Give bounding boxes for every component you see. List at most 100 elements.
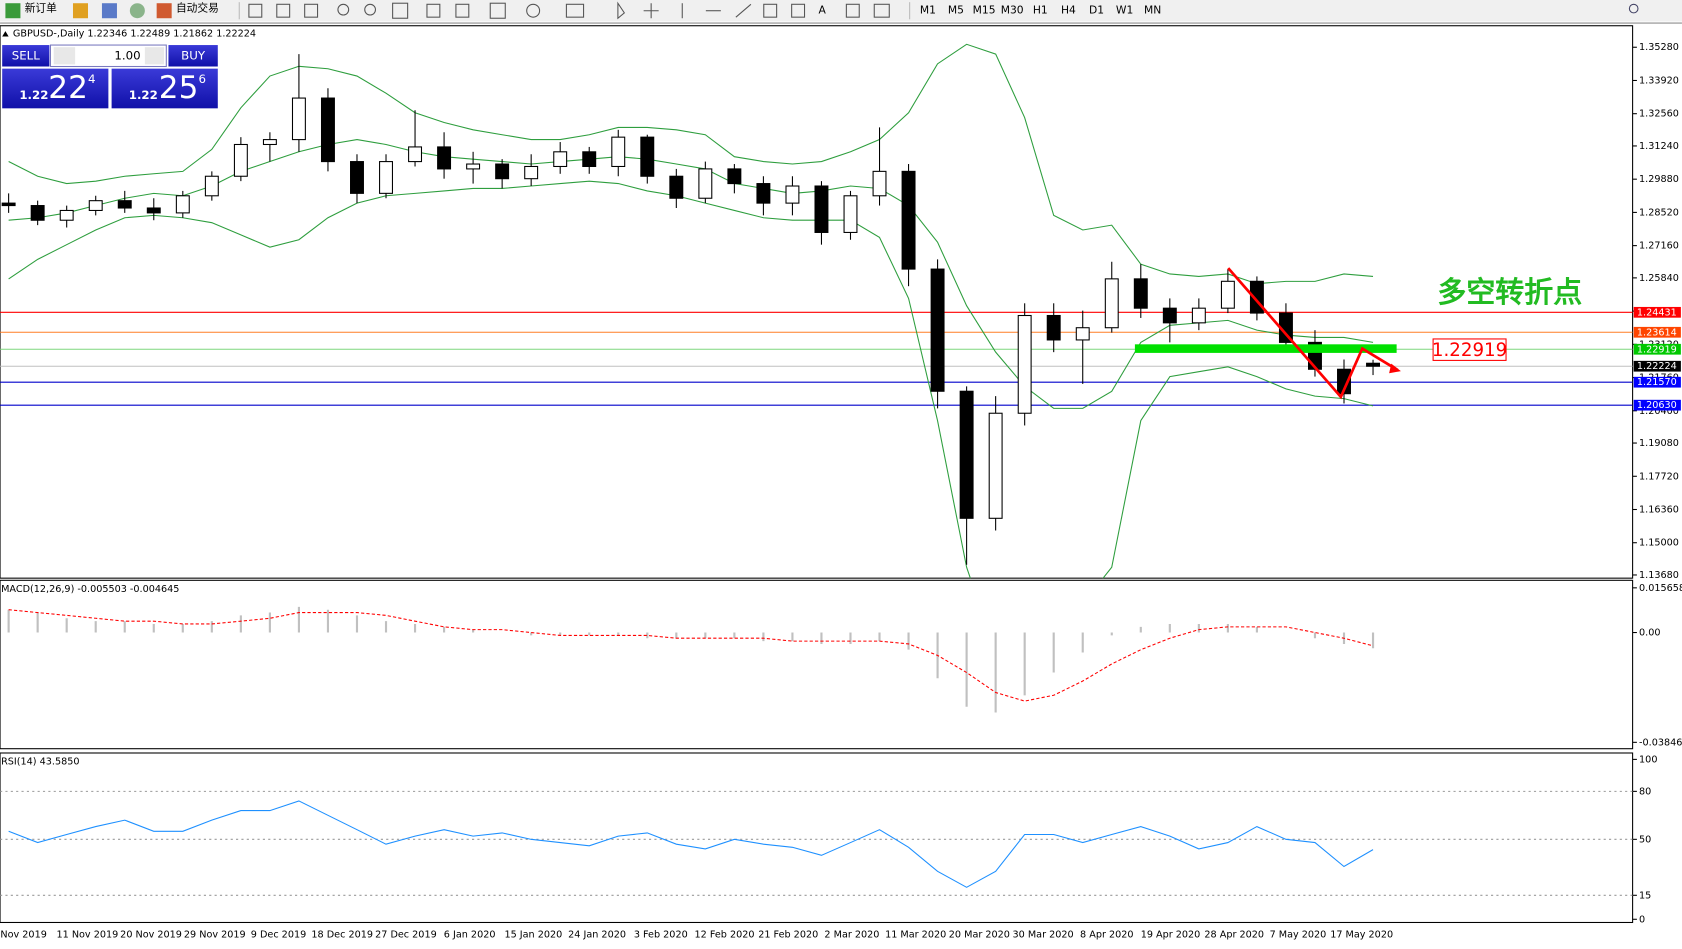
y-tick-label: 1.32560: [1639, 109, 1679, 120]
y-tick-label: 1.29880: [1639, 174, 1679, 185]
timeframe-button[interactable]: M15: [973, 4, 996, 17]
timeframe-button[interactable]: M30: [1001, 4, 1024, 17]
x-tick-label: 12 Feb 2020: [695, 929, 755, 940]
x-tick-label: 7 May 2020: [1270, 929, 1327, 940]
y-tick-label: 100: [1639, 754, 1657, 765]
sell-button[interactable]: [2, 45, 50, 67]
candle-body: [582, 151, 597, 168]
timeframe-button[interactable]: MN: [1144, 4, 1161, 17]
timeframe-button[interactable]: D1: [1089, 4, 1104, 17]
x-tick-label: 20 Nov 2019: [120, 929, 182, 940]
auto-trading-button[interactable]: 自动交易: [176, 2, 219, 15]
buy-price-box[interactable]: [111, 68, 218, 109]
y-tick-label: 1.17720: [1639, 471, 1679, 482]
price-box: [1432, 338, 1507, 361]
y-tick-label: 1.31240: [1639, 141, 1679, 152]
x-tick-label: 8 Apr 2020: [1080, 929, 1133, 940]
lot-value[interactable]: 1.00: [114, 48, 140, 62]
sell-price-main: 22: [48, 70, 88, 106]
collapse-icon[interactable]: [2, 31, 9, 37]
y-tick-label: 1.16360: [1639, 505, 1679, 516]
axes: 1.35280 1.33920 1.32560 1.31240 1.29880 1.285…: [0, 42, 1682, 940]
y-tick-label: 15: [1639, 890, 1651, 901]
auto-trading-icon[interactable]: [156, 3, 172, 19]
search-icon[interactable]: [1628, 3, 1639, 14]
price-level-tag: [1633, 326, 1681, 338]
candle-body: [30, 205, 45, 221]
candle-body: [524, 165, 539, 180]
timeframe-button[interactable]: W1: [1116, 4, 1133, 17]
timeframe-button[interactable]: H1: [1033, 4, 1048, 17]
lot-up[interactable]: [144, 47, 165, 65]
x-tick-label: 2 Mar 2020: [824, 929, 879, 940]
x-tick-label: 27 Dec 2019: [375, 929, 437, 940]
x-tick-label: 6 Jan 2020: [444, 929, 496, 940]
x-tick-label: 29 Nov 2019: [184, 929, 246, 940]
y-tick-label: 0.015658: [1639, 583, 1682, 594]
y-tick-label: 1.13680: [1639, 570, 1679, 581]
tool-icons[interactable]: [248, 1, 890, 20]
y-tick-label: 1.28520: [1639, 207, 1679, 218]
buy-button[interactable]: [168, 45, 218, 67]
y-tick-label: 1.35280: [1639, 42, 1679, 53]
icon[interactable]: [129, 3, 145, 19]
price-level-label: 1.24431: [1637, 307, 1677, 318]
candle-body: [117, 200, 132, 209]
y-tick-label: 1.20400: [1639, 406, 1679, 417]
rsi-plot: [0, 790, 1633, 896]
x-tick-label: Nov 2019: [0, 929, 46, 940]
x-tick-label: 20 Mar 2020: [949, 929, 1010, 940]
price-level-tag: [1633, 376, 1681, 388]
new-order-icon[interactable]: [5, 3, 21, 19]
x-tick-label: 21 Feb 2020: [758, 929, 818, 940]
x-tick-label: 28 Apr 2020: [1204, 929, 1264, 940]
candle-body: [727, 168, 742, 185]
icon[interactable]: [72, 3, 89, 19]
lot-input[interactable]: [49, 44, 167, 68]
macd-title: MACD(12,26,9) -0.005503 -0.004645: [1, 584, 179, 595]
sell-price-small: 4: [88, 72, 96, 86]
timeframe-button[interactable]: H4: [1061, 4, 1076, 17]
sell-price-prefix: 1.22: [19, 88, 48, 102]
lot-down[interactable]: [53, 47, 76, 65]
candle-body: [350, 161, 364, 194]
x-tick-label: 18 Dec 2019: [311, 929, 373, 940]
timeframe-button[interactable]: M1: [920, 4, 936, 17]
new-order-button[interactable]: 新订单: [25, 2, 57, 15]
candle-body: [1133, 278, 1148, 309]
candle-body: [233, 143, 248, 177]
candle-body: [437, 146, 452, 170]
candle-body: [959, 390, 974, 519]
candle-body: [814, 185, 829, 233]
buy-price-main: 25: [159, 70, 199, 106]
candle-body: [901, 170, 916, 270]
text-tool[interactable]: A: [818, 4, 826, 17]
sell-label[interactable]: SELL: [12, 48, 40, 62]
candle-body: [262, 139, 277, 146]
timeframe-button[interactable]: M5: [948, 4, 964, 17]
x-tick-label: 3 Feb 2020: [634, 929, 688, 940]
candle-body: [320, 97, 335, 163]
icon[interactable]: [101, 3, 117, 19]
bollinger-band: [8, 43, 1374, 285]
buy-label[interactable]: BUY: [181, 48, 206, 62]
candle-body: [1104, 278, 1119, 329]
candle-body: [1017, 314, 1032, 414]
candle-body: [785, 185, 800, 204]
candle-body: [88, 200, 103, 211]
y-tick-label: 1.33920: [1639, 75, 1679, 86]
y-tick-label: 50: [1639, 834, 1651, 845]
bollinger-band: [8, 180, 1374, 579]
candle-body: [843, 195, 858, 233]
candle-body: [553, 151, 568, 168]
candle-body: [175, 195, 190, 214]
candle-body: [1337, 368, 1351, 395]
price-level-tag: [1633, 306, 1681, 318]
sell-price-box[interactable]: [2, 68, 109, 109]
x-tick-label: 11 Nov 2019: [56, 929, 118, 940]
price-level-label: 1.22919: [1637, 344, 1677, 355]
y-tick-label: 1.15000: [1639, 538, 1679, 549]
price-level-label: 1.20630: [1637, 400, 1677, 411]
